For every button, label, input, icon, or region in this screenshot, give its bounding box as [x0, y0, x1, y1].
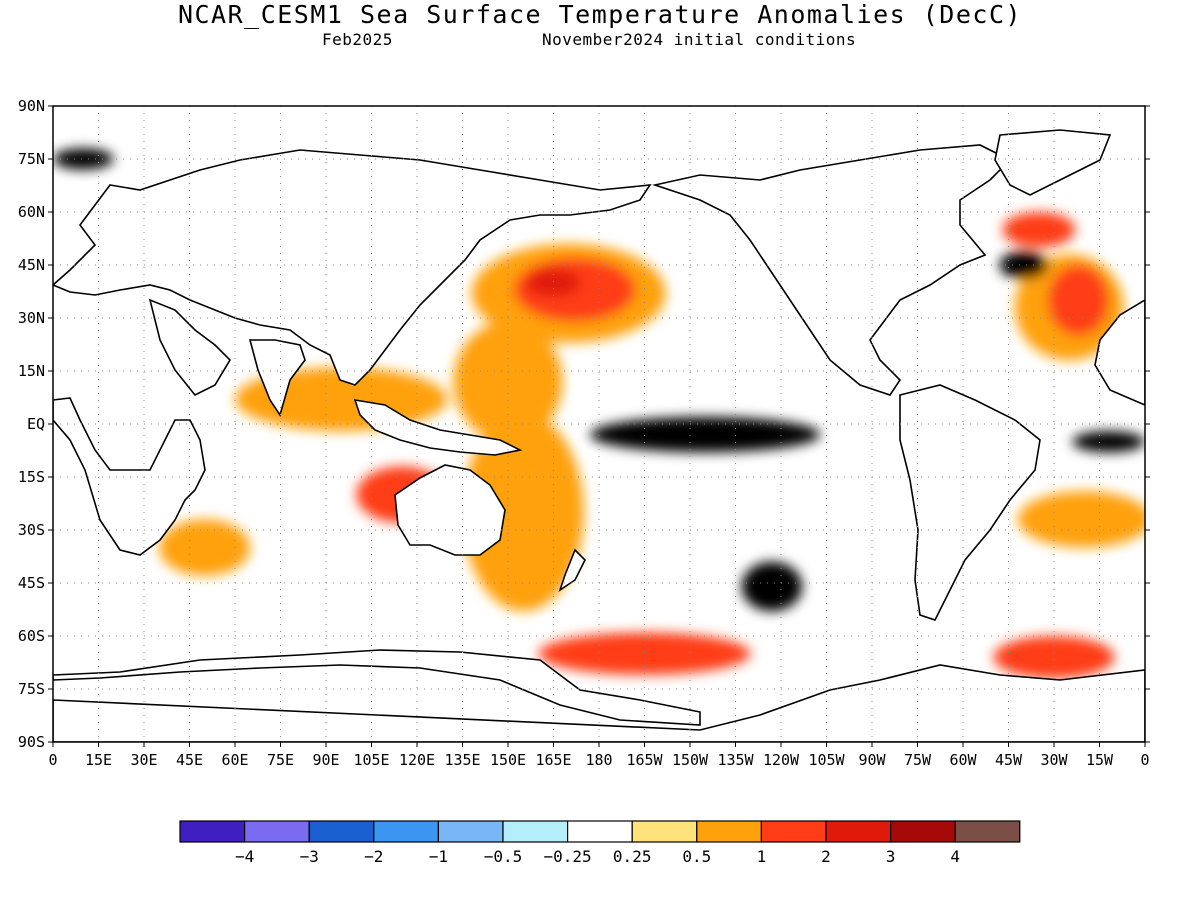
eurasia-outline	[53, 149, 652, 386]
anomaly-patch	[1017, 491, 1145, 548]
lat-tick-label: 60N	[18, 203, 45, 221]
lon-tick-label: 165E	[535, 751, 571, 769]
india-outline	[248, 339, 306, 417]
legend-swatch	[696, 820, 762, 843]
legend-label: −3	[300, 847, 319, 866]
color-legend: −4 −3 −2 −1 −0.5 −0.25 0.25 0.5 1 2 3 4	[179, 820, 1021, 866]
south-america-outline	[899, 384, 1041, 621]
lon-tick-label: 105E	[353, 751, 389, 769]
lon-tick-label: 60W	[949, 751, 977, 769]
anomaly-patch	[526, 268, 581, 297]
lat-tick-label: 90S	[18, 733, 45, 751]
legend-label: 4	[950, 847, 960, 866]
legend-label: 3	[886, 847, 896, 866]
legend-swatch	[889, 820, 956, 843]
arabia-outline	[148, 298, 232, 397]
lon-tick-label: 180	[585, 751, 612, 769]
legend-label: −1	[429, 847, 448, 866]
legend-swatch	[437, 820, 504, 843]
anomaly-patch	[159, 519, 251, 576]
legend-swatch	[825, 820, 892, 843]
anomaly-patch	[999, 250, 1048, 280]
lon-tick-label: 150E	[490, 751, 526, 769]
indonesia-outline	[353, 398, 523, 456]
lat-tick-label: 90N	[18, 97, 45, 115]
anomaly-patch	[1072, 431, 1145, 453]
anomaly-patch	[538, 632, 751, 675]
europe-east-edge-outline	[1094, 299, 1145, 406]
lon-tick-label: 120W	[763, 751, 800, 769]
legend-label: 0.25	[613, 847, 652, 866]
greenland-outline	[994, 129, 1112, 196]
continent-outlines	[53, 129, 1145, 742]
legend-swatch	[308, 820, 375, 843]
lon-tick-label: 135E	[444, 751, 480, 769]
lat-tick-label: 15S	[18, 468, 45, 486]
lon-tick-label: 0	[48, 751, 57, 769]
legend-swatch	[566, 820, 633, 843]
legend-swatch	[631, 820, 698, 843]
lon-tick-label: 15W	[1086, 751, 1114, 769]
legend-label: 0.5	[682, 847, 711, 866]
anomaly-patch	[741, 561, 803, 612]
initial-conditions: November2024 initial conditions	[542, 30, 857, 49]
anomaly-patch	[53, 148, 114, 170]
graticule	[53, 106, 1145, 742]
anomaly-patch	[1047, 265, 1109, 336]
lon-tick-label: 150W	[672, 751, 709, 769]
legend-label: −0.25	[544, 847, 592, 866]
lat-tick-label: 15N	[18, 362, 45, 380]
legend-swatch	[954, 820, 1021, 843]
legend-swatch	[760, 820, 827, 843]
legend-label: −2	[364, 847, 383, 866]
anomaly-patch	[453, 321, 563, 442]
lon-tick-label: 0	[1140, 751, 1149, 769]
lat-tick-label: 45S	[18, 574, 45, 592]
lat-tick-label: 75S	[18, 680, 45, 698]
lon-tick-label: 105W	[808, 751, 845, 769]
lon-tick-label: 30E	[130, 751, 157, 769]
lon-tick-label: 165W	[626, 751, 663, 769]
anomaly-patch	[1002, 212, 1076, 248]
lon-tick-label: 15E	[85, 751, 112, 769]
lon-tick-label: 75E	[267, 751, 294, 769]
lon-tick-label: 90E	[312, 751, 339, 769]
lon-tick-label: 45W	[995, 751, 1023, 769]
lon-tick-label: 120E	[399, 751, 435, 769]
lat-tick-label: EQ	[27, 415, 45, 433]
legend-label: −0.5	[484, 847, 523, 866]
lon-tick-label: 60E	[221, 751, 248, 769]
lon-tick-label: 90W	[858, 751, 886, 769]
lat-tick-label: 75N	[18, 150, 45, 168]
anomaly-patch	[589, 416, 821, 453]
legend-swatch	[373, 820, 439, 843]
map-title: NCAR_CESM1 Sea Surface Temperature Anoma…	[177, 0, 1023, 29]
lat-tick-label: 60S	[18, 627, 45, 645]
legend-swatch	[179, 820, 246, 843]
anomaly-patch	[993, 636, 1115, 679]
antarctica-outline	[53, 649, 1145, 742]
lat-tick-label: 30N	[18, 309, 45, 327]
legend-swatch	[244, 820, 310, 843]
latitude-ticks: 90N 75N 60N 45N 30N 15N EQ 15S 30S 45S 60S 75S 90S	[18, 97, 1150, 751]
lat-tick-label: 30S	[18, 521, 45, 539]
africa-outline	[53, 397, 206, 556]
lon-tick-label: 135W	[717, 751, 754, 769]
legend-label: −4	[235, 847, 254, 866]
legend-swatch	[502, 820, 569, 843]
legend-label: 1	[757, 847, 767, 866]
lon-tick-label: 30W	[1040, 751, 1068, 769]
forecast-month: Feb2025	[322, 30, 393, 49]
lon-tick-label: 75W	[904, 751, 932, 769]
legend-label: 2	[821, 847, 831, 866]
australia-outline	[394, 464, 506, 556]
north-america-outline	[652, 144, 1012, 396]
lat-tick-label: 45N	[18, 256, 45, 274]
lon-tick-label: 45E	[176, 751, 203, 769]
longitude-ticks: 0 15E 30E 45E 60E 75E 90E 105E 120E 135E 150E 165E 1…	[48, 742, 1150, 769]
newzealand-outline	[558, 548, 586, 592]
